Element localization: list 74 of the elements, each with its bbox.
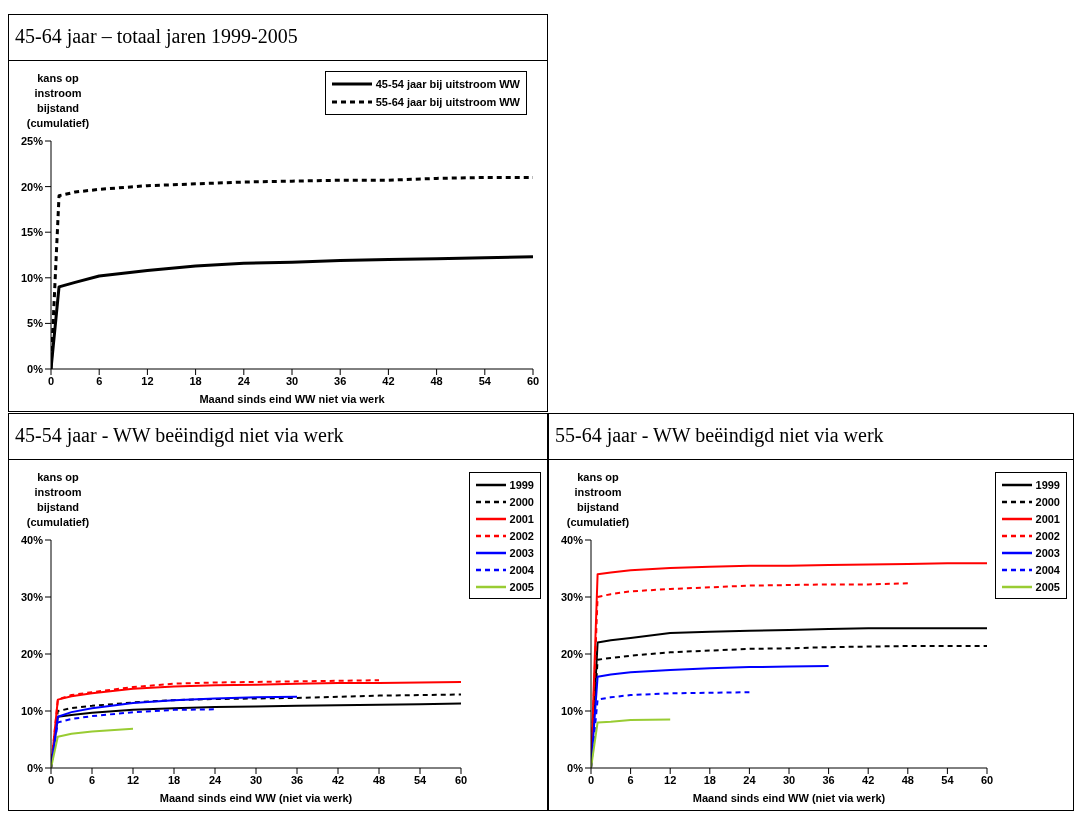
x-tick-label: 12: [126, 773, 140, 786]
x-tick-label: 48: [901, 773, 914, 786]
y-tick-label: 20%: [20, 180, 44, 193]
y-axis-title: kans op instroom bijstand (cumulatief): [565, 470, 631, 530]
x-tick-label: 60: [980, 773, 994, 786]
legend-label: 45-54 jaar bij uitstroom WW: [375, 78, 520, 90]
x-tick-label: 36: [822, 773, 835, 786]
x-tick-label: 42: [862, 773, 875, 786]
x-tick-label: 30: [249, 773, 263, 786]
x-tick-label: 54: [478, 374, 492, 387]
x-tick-label: 60: [526, 374, 540, 387]
legend-label: 2003: [1035, 546, 1060, 559]
x-tick-label: 60: [454, 773, 468, 786]
legend-label: 2004: [1035, 563, 1060, 576]
x-tick-label: 24: [743, 773, 757, 786]
legend-label: 2005: [1035, 580, 1060, 593]
legend-label: 2001: [1035, 512, 1060, 525]
y-tick-label: 20%: [20, 647, 44, 660]
x-tick-label: 54: [413, 773, 427, 786]
x-tick-label: 12: [664, 773, 677, 786]
x-tick-label: 36: [290, 773, 304, 786]
legend-label: 2000: [1035, 495, 1060, 508]
x-tick-label: 6: [88, 773, 96, 786]
y-tick-label: 0%: [27, 362, 44, 375]
y-tick-label: 30%: [20, 590, 44, 603]
chart-title: 55-64 jaar - WW beëindigd niet via werk: [548, 413, 1074, 460]
y-tick-label: 0%: [567, 761, 584, 774]
x-tick-label: 0: [47, 773, 55, 786]
x-tick-label: 18: [167, 773, 181, 786]
x-tick-label: 18: [703, 773, 716, 786]
x-tick-label: 24: [208, 773, 222, 786]
x-tick-label: 42: [382, 374, 395, 387]
legend-label: 2002: [509, 529, 534, 542]
y-tick-label: 25%: [20, 134, 44, 147]
chart-title: 45-54 jaar - WW beëindigd niet via werk: [8, 413, 548, 460]
y-tick-label: 0%: [27, 761, 44, 774]
x-tick-label: 12: [141, 374, 154, 387]
legend-label: 2001: [509, 512, 534, 525]
y-tick-label: 40%: [560, 533, 584, 546]
x-tick-label: 6: [96, 374, 103, 387]
x-tick-label: 0: [47, 374, 55, 387]
x-tick-label: 18: [189, 374, 202, 387]
x-tick-label: 48: [372, 773, 386, 786]
x-axis-title: Maand sinds eind WW (niet via werk): [158, 792, 354, 804]
y-tick-label: 10%: [20, 271, 44, 284]
legend-label: 55-64 jaar bij uitstroom WW: [375, 96, 520, 108]
legend-label: 2003: [509, 546, 534, 559]
x-tick-label: 36: [334, 374, 347, 387]
legend-label: 2000: [509, 495, 534, 508]
y-axis-title: kans op instroom bijstand (cumulatief): [25, 71, 91, 131]
x-tick-label: 48: [430, 374, 443, 387]
x-tick-label: 24: [237, 374, 251, 387]
x-tick-label: 6: [627, 773, 634, 786]
x-tick-label: 0: [587, 773, 595, 786]
x-tick-label: 30: [285, 374, 299, 387]
y-tick-label: 40%: [20, 533, 44, 546]
y-axis-title: kans op instroom bijstand (cumulatief): [25, 470, 91, 530]
legend-label: 2002: [1035, 529, 1060, 542]
x-tick-label: 54: [941, 773, 955, 786]
chart-title: 45-64 jaar – totaal jaren 1999-2005: [8, 14, 548, 61]
x-axis-title: Maand sinds eind WW niet via werk: [198, 393, 386, 405]
legend-label: 2004: [509, 563, 534, 576]
x-tick-label: 30: [782, 773, 796, 786]
legend-label: 1999: [509, 478, 534, 491]
y-tick-label: 30%: [560, 590, 584, 603]
y-tick-label: 5%: [27, 317, 44, 330]
y-tick-label: 10%: [560, 704, 584, 717]
y-tick-label: 15%: [20, 226, 44, 239]
legend-label: 2005: [509, 580, 534, 593]
legend-label: 1999: [1035, 478, 1060, 491]
y-tick-label: 10%: [20, 704, 44, 717]
x-axis-title: Maand sinds eind WW (niet via werk): [691, 792, 887, 804]
y-tick-label: 20%: [560, 647, 584, 660]
x-tick-label: 42: [331, 773, 345, 786]
